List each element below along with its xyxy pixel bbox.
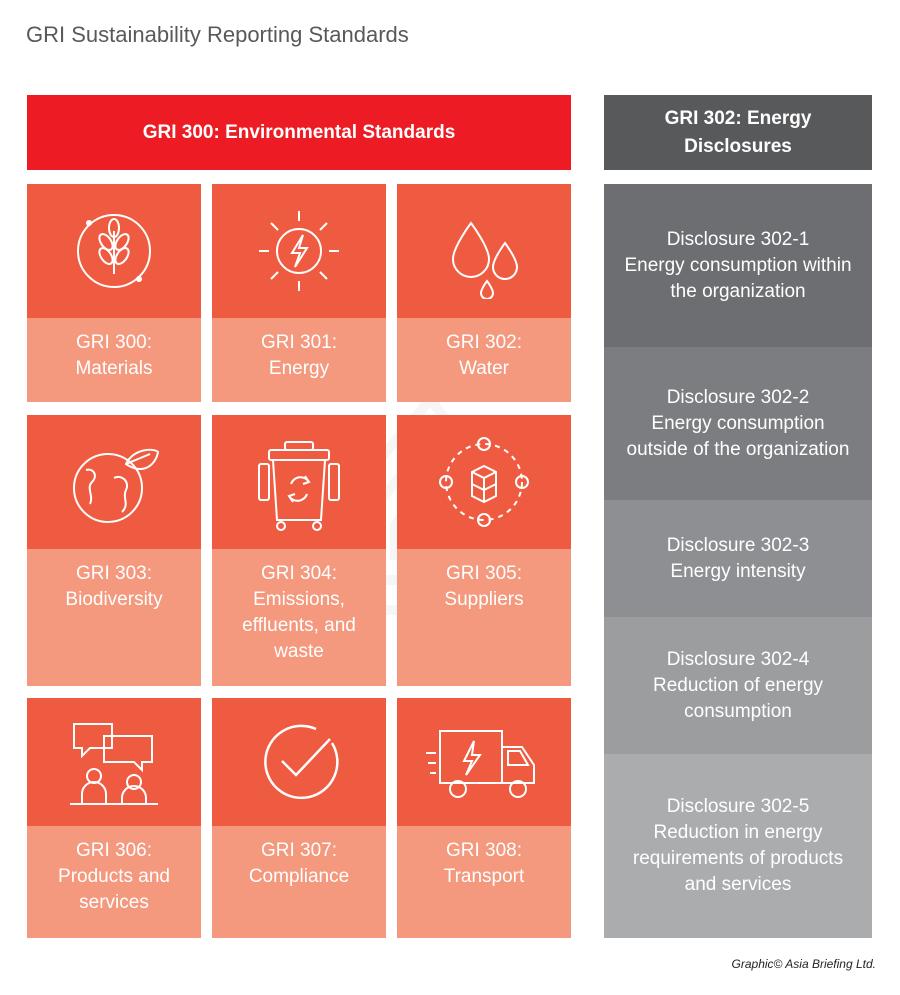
disclosure-text: Energy intensity bbox=[670, 560, 806, 582]
tile-code: GRI 300: bbox=[75, 332, 153, 353]
disclosure-302-3: Disclosure 302-3 Energy intensity bbox=[604, 500, 872, 617]
graphic-credit: Graphic© Asia Briefing Ltd. bbox=[731, 957, 876, 971]
tile-code: GRI 306: bbox=[75, 840, 153, 861]
tile-code: GRI 304: bbox=[260, 563, 338, 584]
tile-title: Transport bbox=[443, 866, 525, 887]
tile-title: Emissions, effluents, and waste bbox=[242, 589, 356, 662]
tile-icon-area bbox=[212, 184, 386, 318]
tile-icon-area bbox=[27, 415, 201, 549]
tile-icon-area bbox=[397, 415, 571, 549]
tile-gri-301: GRI 301: Energy bbox=[212, 184, 386, 402]
tile-title: Materials bbox=[75, 358, 153, 379]
disclosure-302-4: Disclosure 302-4 Reduction of energy con… bbox=[604, 617, 872, 754]
disclosure-302-5: Disclosure 302-5 Reduction in energy req… bbox=[604, 754, 872, 938]
tile-gri-305: GRI 305: Suppliers bbox=[397, 415, 571, 686]
disclosure-text: Reduction of energy consumption bbox=[652, 674, 824, 722]
page-title: GRI Sustainability Reporting Standards bbox=[26, 22, 409, 47]
tile-gri-308: GRI 308: Transport bbox=[397, 698, 571, 938]
tile-title: Suppliers bbox=[444, 589, 524, 610]
disclosure-text: Energy consumption within the organizati… bbox=[624, 254, 852, 302]
tile-code: GRI 303: bbox=[75, 563, 153, 584]
tile-gri-302: GRI 302: Water bbox=[397, 184, 571, 402]
tile-label: GRI 305: Suppliers bbox=[397, 549, 571, 686]
tile-gri-307: GRI 307: Compliance bbox=[212, 698, 386, 938]
globe-leaf-icon bbox=[73, 448, 160, 523]
disclosure-302-1: Disclosure 302-1 Energy consumption with… bbox=[604, 184, 872, 347]
tile-icon-area bbox=[27, 184, 201, 318]
tile-title: Compliance bbox=[248, 866, 350, 887]
tile-title: Energy bbox=[268, 358, 330, 379]
tile-label: GRI 304: Emissions, effluents, and waste bbox=[212, 549, 386, 686]
tile-title: Water bbox=[459, 358, 509, 379]
supply-network-icon bbox=[439, 437, 529, 527]
disclosure-code: Disclosure 302-5 bbox=[666, 796, 810, 817]
tile-title: Products and services bbox=[58, 866, 170, 913]
tile-code: GRI 301: bbox=[260, 332, 338, 353]
electric-truck-icon bbox=[426, 730, 535, 798]
tile-code: GRI 305: bbox=[445, 563, 523, 584]
tile-gri-303: GRI 303: Biodiversity bbox=[27, 415, 201, 686]
tile-label: GRI 302: Water bbox=[397, 318, 571, 402]
tile-icon-area bbox=[212, 415, 386, 549]
tile-icon-area bbox=[212, 698, 386, 826]
tile-code: GRI 307: bbox=[260, 840, 338, 861]
recycle-bin-icon bbox=[258, 441, 340, 531]
disclosure-302-2: Disclosure 302-2 Energy consumption outs… bbox=[604, 347, 872, 500]
tile-label: GRI 307: Compliance bbox=[212, 826, 386, 938]
disclosure-code: Disclosure 302-3 bbox=[666, 534, 810, 556]
check-circle-icon bbox=[264, 724, 339, 800]
tile-label: GRI 300: Materials bbox=[27, 318, 201, 402]
environmental-standards-header: GRI 300: Environmental Standards bbox=[27, 95, 571, 170]
consultation-icon bbox=[70, 723, 158, 805]
disclosure-text: Energy consumption outside of the organi… bbox=[626, 412, 850, 460]
tile-icon-area bbox=[27, 698, 201, 826]
energy-disclosures-header: GRI 302: Energy Disclosures bbox=[604, 95, 872, 170]
tile-label: GRI 306: Products and services bbox=[27, 826, 201, 938]
tile-gri-300: GRI 300: Materials bbox=[27, 184, 201, 402]
disclosure-code: Disclosure 302-2 bbox=[666, 386, 810, 408]
tile-icon-area bbox=[397, 698, 571, 826]
tile-label: GRI 303: Biodiversity bbox=[27, 549, 201, 686]
disclosure-text: Reduction in energy requirements of prod… bbox=[632, 822, 844, 895]
tile-title: Biodiversity bbox=[65, 589, 163, 610]
wheat-icon bbox=[77, 214, 151, 288]
disclosure-code: Disclosure 302-1 bbox=[666, 228, 810, 250]
water-drops-icon bbox=[451, 221, 519, 299]
disclosure-code: Disclosure 302-4 bbox=[666, 648, 810, 670]
tile-icon-area bbox=[397, 184, 571, 318]
tile-gri-306: GRI 306: Products and services bbox=[27, 698, 201, 938]
tile-code: GRI 308: bbox=[445, 840, 523, 861]
tile-gri-304: GRI 304: Emissions, effluents, and waste bbox=[212, 415, 386, 686]
sun-bolt-icon bbox=[259, 211, 339, 291]
tile-code: GRI 302: bbox=[445, 332, 523, 353]
tile-label: GRI 308: Transport bbox=[397, 826, 571, 938]
tile-label: GRI 301: Energy bbox=[212, 318, 386, 402]
